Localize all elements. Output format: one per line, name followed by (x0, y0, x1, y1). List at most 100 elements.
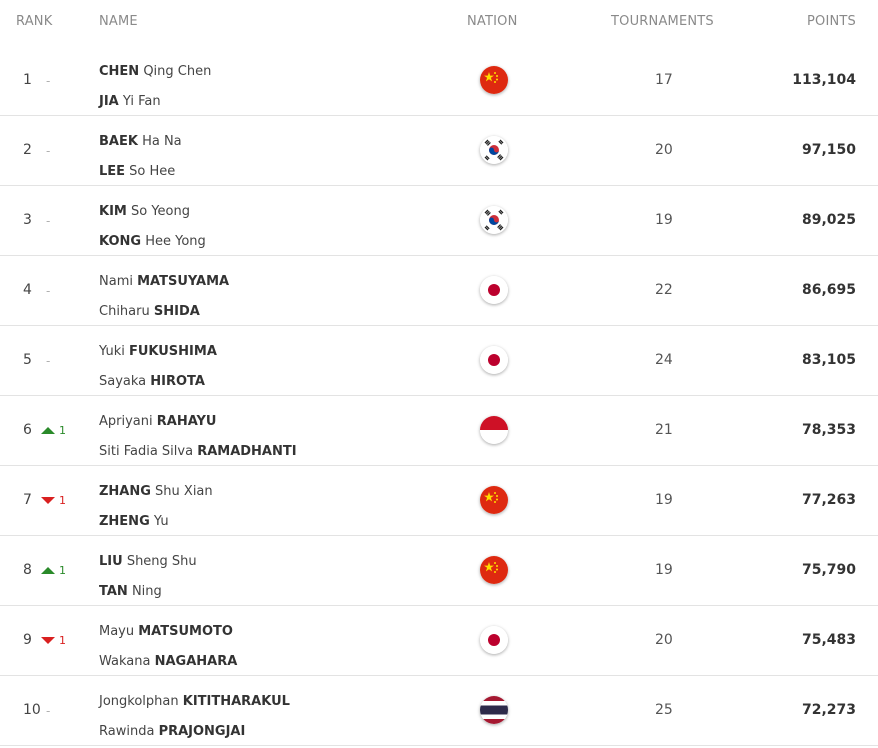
player-name-part: Wakana (99, 654, 155, 669)
rank-down-icon (41, 497, 55, 504)
points-value: 77,263 (801, 492, 856, 508)
rank-change-value: 1 (59, 424, 66, 437)
table-body: 1 - CHEN Qing Chen JIA Yi Fan 17 113,104 … (0, 46, 878, 746)
table-row[interactable]: 8 1 LIU Sheng Shu TAN Ning 19 75,790 (0, 536, 878, 606)
table-header: RANK NAME NATION TOURNAMENTS POINTS (0, 0, 878, 46)
player-pair: ZHANG Shu Xian ZHENG Yu (99, 477, 213, 537)
table-row[interactable]: 6 1 Apriyani RAHAYU Siti Fadia Silva RAMA… (0, 396, 878, 466)
player-name[interactable]: Sayaka HIROTA (99, 367, 217, 397)
header-name[interactable]: NAME (99, 14, 138, 29)
rank-change: - (41, 284, 50, 298)
player-pair: KIM So Yeong KONG Hee Yong (99, 197, 206, 257)
player-name[interactable]: Nami MATSUYAMA (99, 267, 229, 297)
player-name[interactable]: Wakana NAGAHARA (99, 647, 237, 677)
header-rank[interactable]: RANK (16, 14, 53, 29)
rank-change: - (41, 214, 50, 228)
player-name-part: Nami (99, 274, 138, 289)
player-name[interactable]: Rawinda PRAJONGJAI (99, 717, 290, 747)
points-value: 72,273 (801, 702, 856, 718)
china-flag-icon (480, 66, 508, 94)
tournaments-count: 19 (655, 212, 673, 228)
player-name[interactable]: Chiharu SHIDA (99, 297, 229, 327)
player-name-part: So Yeong (126, 204, 190, 219)
player-name[interactable]: CHEN Qing Chen (99, 57, 211, 87)
table-row[interactable]: 5 - Yuki FUKUSHIMA Sayaka HIROTA 24 83,10… (0, 326, 878, 396)
player-name-part: KONG (99, 234, 142, 249)
player-name[interactable]: LEE So Hee (99, 157, 182, 187)
player-name[interactable]: ZHENG Yu (99, 507, 213, 537)
player-name[interactable]: Apriyani RAHAYU (99, 407, 297, 437)
player-pair: CHEN Qing Chen JIA Yi Fan (99, 57, 211, 117)
player-name-part: Hee Yong (141, 234, 206, 249)
player-name-part: Jongkolphan (99, 694, 183, 709)
player-name-part: Sayaka (99, 374, 151, 389)
player-name[interactable]: BAEK Ha Na (99, 127, 182, 157)
points-value: 83,105 (801, 352, 856, 368)
rank-number: 5 (23, 352, 32, 368)
table-row[interactable]: 3 - KIM So Yeong KONG Hee Yong 19 89,025 (0, 186, 878, 256)
player-name-part: Mayu (99, 624, 139, 639)
player-name-part: TAN (99, 584, 128, 599)
tournaments-count: 25 (655, 702, 673, 718)
table-row[interactable]: 7 1 ZHANG Shu Xian ZHENG Yu 19 77,263 (0, 466, 878, 536)
header-nation[interactable]: NATION (467, 14, 518, 29)
player-pair: Jongkolphan KITITHARAKUL Rawinda PRAJONGJ… (99, 687, 290, 747)
player-name[interactable]: KIM So Yeong (99, 197, 206, 227)
tournaments-count: 20 (655, 632, 673, 648)
tournaments-count: 20 (655, 142, 673, 158)
points-value: 78,353 (801, 422, 856, 438)
player-name-part: PRAJONGJAI (158, 724, 246, 739)
player-name-part: BAEK (99, 134, 138, 149)
table-row[interactable]: 9 1 Mayu MATSUMOTO Wakana NAGAHARA 20 75,… (0, 606, 878, 676)
player-name-part: CHEN (99, 64, 140, 79)
japan-flag-icon (480, 346, 508, 374)
player-name-part: Yi Fan (118, 94, 161, 109)
rank-change-value: - (46, 214, 51, 228)
japan-flag-icon (480, 276, 508, 304)
player-name-part: Shu Xian (150, 484, 213, 499)
player-name-part: FUKUSHIMA (128, 344, 217, 359)
china-flag-icon (480, 556, 508, 584)
rank-number: 6 (23, 422, 32, 438)
player-name-part: Chiharu (99, 304, 154, 319)
rank-change-value: 1 (59, 564, 66, 577)
player-name[interactable]: Jongkolphan KITITHARAKUL (99, 687, 290, 717)
player-name[interactable]: ZHANG Shu Xian (99, 477, 213, 507)
rank-change-value: - (46, 144, 51, 158)
player-name-part: ZHANG (99, 484, 151, 499)
table-row[interactable]: 1 - CHEN Qing Chen JIA Yi Fan 17 113,104 (0, 46, 878, 116)
indonesia-flag-icon (480, 416, 508, 444)
player-name-part: RAHAYU (156, 414, 217, 429)
rank-number: 10 (23, 702, 41, 718)
rank-change-value: 1 (59, 634, 66, 647)
player-name[interactable]: Yuki FUKUSHIMA (99, 337, 217, 367)
points-value: 89,025 (801, 212, 856, 228)
player-name[interactable]: Siti Fadia Silva RAMADHANTI (99, 437, 297, 467)
header-tournaments[interactable]: TOURNAMENTS (611, 14, 714, 29)
rank-change: - (41, 354, 50, 368)
rank-change: - (41, 704, 50, 718)
player-name-part: Yuki (99, 344, 129, 359)
rank-change-value: - (46, 74, 51, 88)
japan-flag-icon (480, 626, 508, 654)
player-name-part: LEE (99, 164, 126, 179)
table-row[interactable]: 4 - Nami MATSUYAMA Chiharu SHIDA 22 86,69… (0, 256, 878, 326)
player-name-part: Ha Na (137, 134, 182, 149)
table-row[interactable]: 10 - Jongkolphan KITITHARAKUL Rawinda PRA… (0, 676, 878, 746)
points-value: 97,150 (801, 142, 856, 158)
player-name-part: RAMADHANTI (197, 444, 297, 459)
player-name-part: Apriyani (99, 414, 157, 429)
table-row[interactable]: 2 - BAEK Ha Na LEE So Hee 20 97,150 (0, 116, 878, 186)
header-points[interactable]: POINTS (806, 14, 856, 29)
player-name[interactable]: TAN Ning (99, 577, 197, 607)
rank-change: - (41, 74, 50, 88)
tournaments-count: 19 (655, 562, 673, 578)
player-name[interactable]: LIU Sheng Shu (99, 547, 197, 577)
player-name[interactable]: KONG Hee Yong (99, 227, 206, 257)
player-name-part: Siti Fadia Silva (99, 444, 198, 459)
tournaments-count: 22 (655, 282, 673, 298)
player-name[interactable]: Mayu MATSUMOTO (99, 617, 237, 647)
player-name[interactable]: JIA Yi Fan (99, 87, 211, 117)
rank-change-value: - (46, 284, 51, 298)
